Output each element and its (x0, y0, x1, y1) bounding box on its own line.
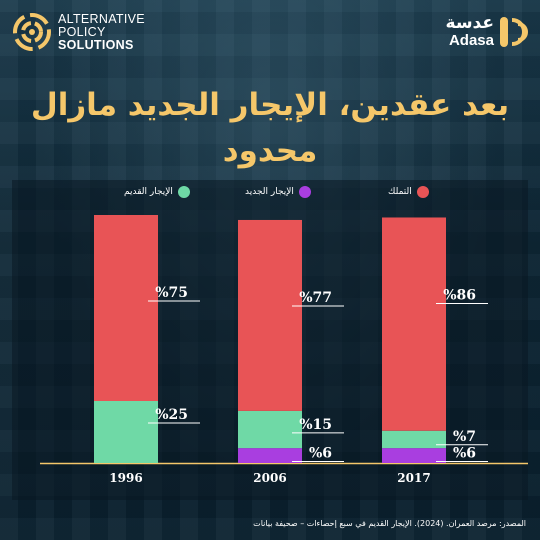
aps-line1: ALTERNATIVE (58, 11, 145, 26)
label-2006-new-rent: %6 (309, 446, 332, 462)
bar-1996-ownership (94, 215, 158, 401)
aps-line2: POLICY (58, 24, 106, 39)
bar-2017-old-rent (382, 430, 446, 449)
legend-item-old-rent: الإيجار القديم (124, 186, 190, 198)
label-1996-ownership: %75 (155, 285, 188, 301)
aps-logo-icon (13, 13, 51, 51)
label-2006-ownership: %77 (299, 290, 332, 306)
adasa-arabic: عدسة (445, 13, 494, 33)
label-1996-old-rent: %25 (155, 407, 188, 423)
adasa-logo-icon (500, 16, 528, 47)
legend-swatch-old-rent (177, 186, 190, 198)
chart-title: بعد عقدين، الإيجار الجديد مازال محدود (30, 87, 510, 169)
adasa-logo: عدسة Adasa (446, 14, 530, 49)
chart-legend: التملك الإيجار الجديد الإيجار القديم (0, 186, 540, 206)
bar-2006-ownership (238, 219, 302, 411)
label-2017-new-rent: %6 (453, 446, 476, 462)
aps-logo: ALTERNATIVE POLICY SOLUTIONS (12, 12, 145, 52)
legend-label-new-rent: الإيجار الجديد (245, 187, 294, 197)
legend-label-old-rent: الإيجار القديم (124, 187, 173, 197)
label-2017-ownership: %86 (443, 287, 476, 303)
bar-2017-ownership (382, 217, 446, 431)
legend-swatch-ownership (416, 186, 429, 198)
adasa-english: Adasa (448, 32, 494, 49)
source-note: المصدر: مرصد العمران. (2024). الإيجار ال… (253, 519, 526, 528)
bar-2006-old-rent (238, 410, 302, 449)
aps-line3: SOLUTIONS (58, 37, 134, 52)
bar-2006-new-rent (238, 448, 302, 463)
label-2006-old-rent: %15 (299, 417, 332, 433)
label-2017-old-rent: %7 (453, 429, 476, 445)
legend-swatch-new-rent (298, 186, 311, 198)
legend-item-new-rent: الإيجار الجديد (245, 186, 311, 198)
x-tick-2017: 2017 (397, 471, 430, 485)
legend-label-ownership: التملك (388, 187, 412, 197)
legend-item-ownership: التملك (388, 186, 429, 198)
bar-2017-new-rent (382, 448, 446, 463)
bar-1996-old-rent (94, 401, 158, 463)
x-tick-1996: 1996 (109, 471, 142, 485)
x-tick-2006: 2006 (253, 471, 286, 485)
